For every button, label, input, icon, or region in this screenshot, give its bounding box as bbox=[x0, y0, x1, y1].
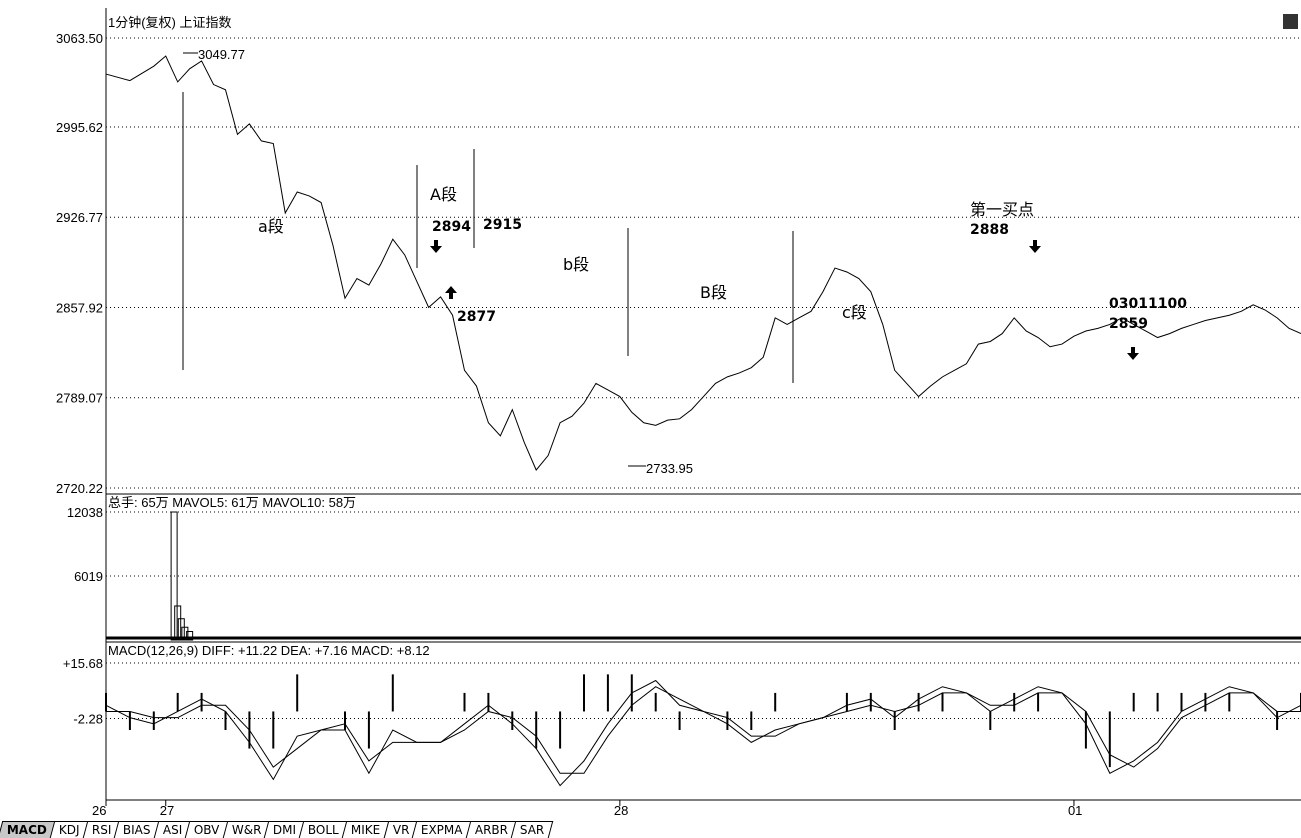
macd-panel-title: MACD(12,26,9) DIFF: +11.22 DEA: +7.16 MA… bbox=[108, 643, 430, 658]
tab-expma[interactable]: EXPMA bbox=[411, 821, 472, 838]
point-2894-label: 2894 bbox=[432, 219, 471, 235]
price-line bbox=[105, 55, 1301, 471]
tab-label: BOLL bbox=[308, 823, 340, 837]
segment-A-label: A段 bbox=[430, 185, 457, 204]
price-y-tick: 2789.07 bbox=[56, 391, 103, 406]
volume-y-tick: 6019 bbox=[74, 569, 103, 584]
high-price-label: 3049.77 bbox=[198, 47, 245, 62]
tab-sar[interactable]: SAR bbox=[510, 821, 554, 838]
tab-label: OBV bbox=[194, 823, 220, 837]
up-arrow-icon bbox=[445, 286, 457, 299]
tab-label: VR bbox=[392, 823, 409, 837]
tab-mike[interactable]: MIKE bbox=[341, 821, 390, 838]
corner-toggle-icon[interactable] bbox=[1283, 14, 1298, 29]
price-y-tick: 3063.50 bbox=[56, 31, 103, 46]
tab-bias[interactable]: BIAS bbox=[113, 821, 161, 838]
volume-bar bbox=[186, 630, 194, 641]
macd-y-tick: +15.68 bbox=[63, 656, 103, 671]
volume-bar bbox=[181, 626, 189, 641]
tab-label: KDJ bbox=[58, 823, 80, 837]
point-2888-label: 2888 bbox=[970, 222, 1009, 238]
tab-label: EXPMA bbox=[420, 823, 463, 837]
macd-dea-line bbox=[106, 686, 1301, 774]
price-y-tick: 2995.62 bbox=[56, 120, 103, 135]
tab-macd[interactable]: MACD bbox=[0, 821, 57, 838]
first-buy-point-label: 第一买点 bbox=[970, 200, 1034, 219]
segment-b-label: b段 bbox=[563, 255, 589, 274]
macd-diff-line bbox=[105, 679, 1301, 787]
price-series bbox=[105, 55, 1301, 471]
x-tick-label: 27 bbox=[160, 803, 174, 818]
price-y-tick: 2926.77 bbox=[56, 210, 103, 225]
volume-bar bbox=[170, 511, 178, 641]
tab-label: W&R bbox=[231, 823, 262, 837]
x-axis-ticks: 26 27 28 01 bbox=[92, 800, 1082, 818]
point-2915-label: 2915 bbox=[483, 217, 522, 233]
timestamp-label: 03011100 bbox=[1109, 296, 1187, 312]
tab-label: BIAS bbox=[123, 823, 151, 837]
tab-label: ASI bbox=[162, 823, 183, 837]
tab-label: RSI bbox=[91, 823, 112, 837]
volume-bar bbox=[177, 618, 185, 641]
indicator-tabs: MACD KDJ RSI BIAS ASI OBV W&R DMI BOLL MIKE VR EXPM… bbox=[0, 820, 1301, 838]
tab-label: SAR bbox=[519, 823, 545, 837]
down-arrow-icon bbox=[430, 240, 442, 253]
price-y-tick: 2720.22 bbox=[56, 481, 103, 496]
segment-c-label: c段 bbox=[842, 303, 867, 322]
segment-a-label: a段 bbox=[258, 217, 284, 236]
tab-label: ARBR bbox=[474, 823, 508, 837]
tab-arbr[interactable]: ARBR bbox=[465, 821, 518, 838]
price-y-tick: 2857.92 bbox=[56, 300, 103, 315]
segment-B-label: B段 bbox=[700, 283, 727, 302]
x-tick-label: 28 bbox=[614, 803, 628, 818]
volume-panel-title: 总手: 65万 MAVOL5: 61万 MAVOL10: 58万 bbox=[108, 495, 356, 510]
tab-label: MIKE bbox=[351, 823, 381, 837]
price-gridlines: 3063.50 2995.62 2926.77 2857.92 2789.07 2720.… bbox=[56, 31, 1301, 496]
down-arrow-icon bbox=[1127, 347, 1139, 360]
tab-label: DMI bbox=[273, 823, 297, 837]
low-price-label: 2733.95 bbox=[646, 461, 693, 476]
volume-y-tick: 12038 bbox=[67, 505, 103, 520]
segment-annotations: 3049.77 2733.95 a段 A段 b段 B段 c段 2894 2915 2877 第一买点… bbox=[182, 47, 1187, 476]
volume-bars: 12038 6019 bbox=[67, 505, 1301, 641]
macd-panel: +15.68 -2.28 bbox=[63, 656, 1301, 787]
tab-label: MACD bbox=[6, 823, 47, 837]
price-panel-title: 1分钟(复权) 上证指数 bbox=[108, 15, 232, 30]
x-tick-label: 26 bbox=[92, 803, 106, 818]
down-arrow-icon bbox=[1029, 240, 1041, 253]
point-2877-label: 2877 bbox=[457, 309, 496, 325]
macd-y-tick: -2.28 bbox=[73, 712, 103, 727]
point-2859-label: 2859 bbox=[1109, 316, 1148, 332]
tab-boll[interactable]: BOLL bbox=[299, 821, 349, 838]
x-tick-label: 01 bbox=[1068, 803, 1082, 818]
volume-bar bbox=[174, 605, 182, 641]
